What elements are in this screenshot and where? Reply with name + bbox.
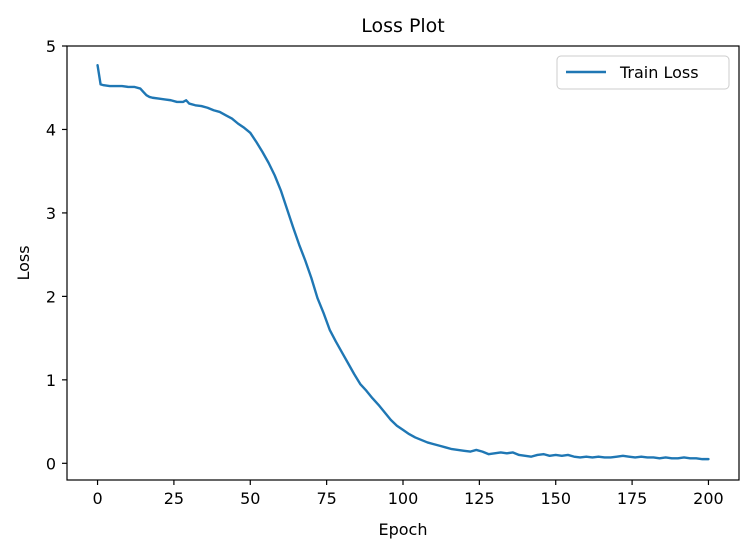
- x-tick-label: 125: [464, 489, 495, 508]
- x-axis-label: Epoch: [379, 520, 428, 539]
- train-loss-line: [96, 64, 710, 461]
- plot-area-frame: [66, 45, 740, 481]
- x-tick-label: 200: [693, 489, 724, 508]
- y-tick-label: 4: [46, 120, 56, 139]
- y-tick-label: 3: [46, 204, 56, 223]
- x-tick-label: 50: [240, 489, 260, 508]
- y-tick-label: 0: [46, 454, 56, 473]
- y-tick-label: 2: [46, 287, 56, 306]
- y-tick-label: 5: [46, 37, 56, 56]
- chart-legend: Train Loss: [556, 55, 730, 90]
- x-tick-label: 25: [164, 489, 184, 508]
- x-tick-label: 75: [316, 489, 336, 508]
- x-tick-label: 175: [617, 489, 648, 508]
- x-axis-ticks: 0 25 50 75 100 125 150 175 200: [92, 480, 724, 508]
- legend-box: [556, 55, 730, 90]
- chart-title: Loss Plot: [361, 15, 445, 37]
- x-tick-label: 100: [388, 489, 419, 508]
- x-tick-label: 150: [540, 489, 571, 508]
- legend-label-train-loss: Train Loss: [619, 63, 699, 82]
- y-axis-label: Loss: [14, 245, 33, 280]
- x-tick-label: 0: [92, 489, 102, 508]
- y-tick-label: 1: [46, 371, 56, 390]
- y-axis-ticks: 0 1 2 3 4 5: [46, 37, 67, 473]
